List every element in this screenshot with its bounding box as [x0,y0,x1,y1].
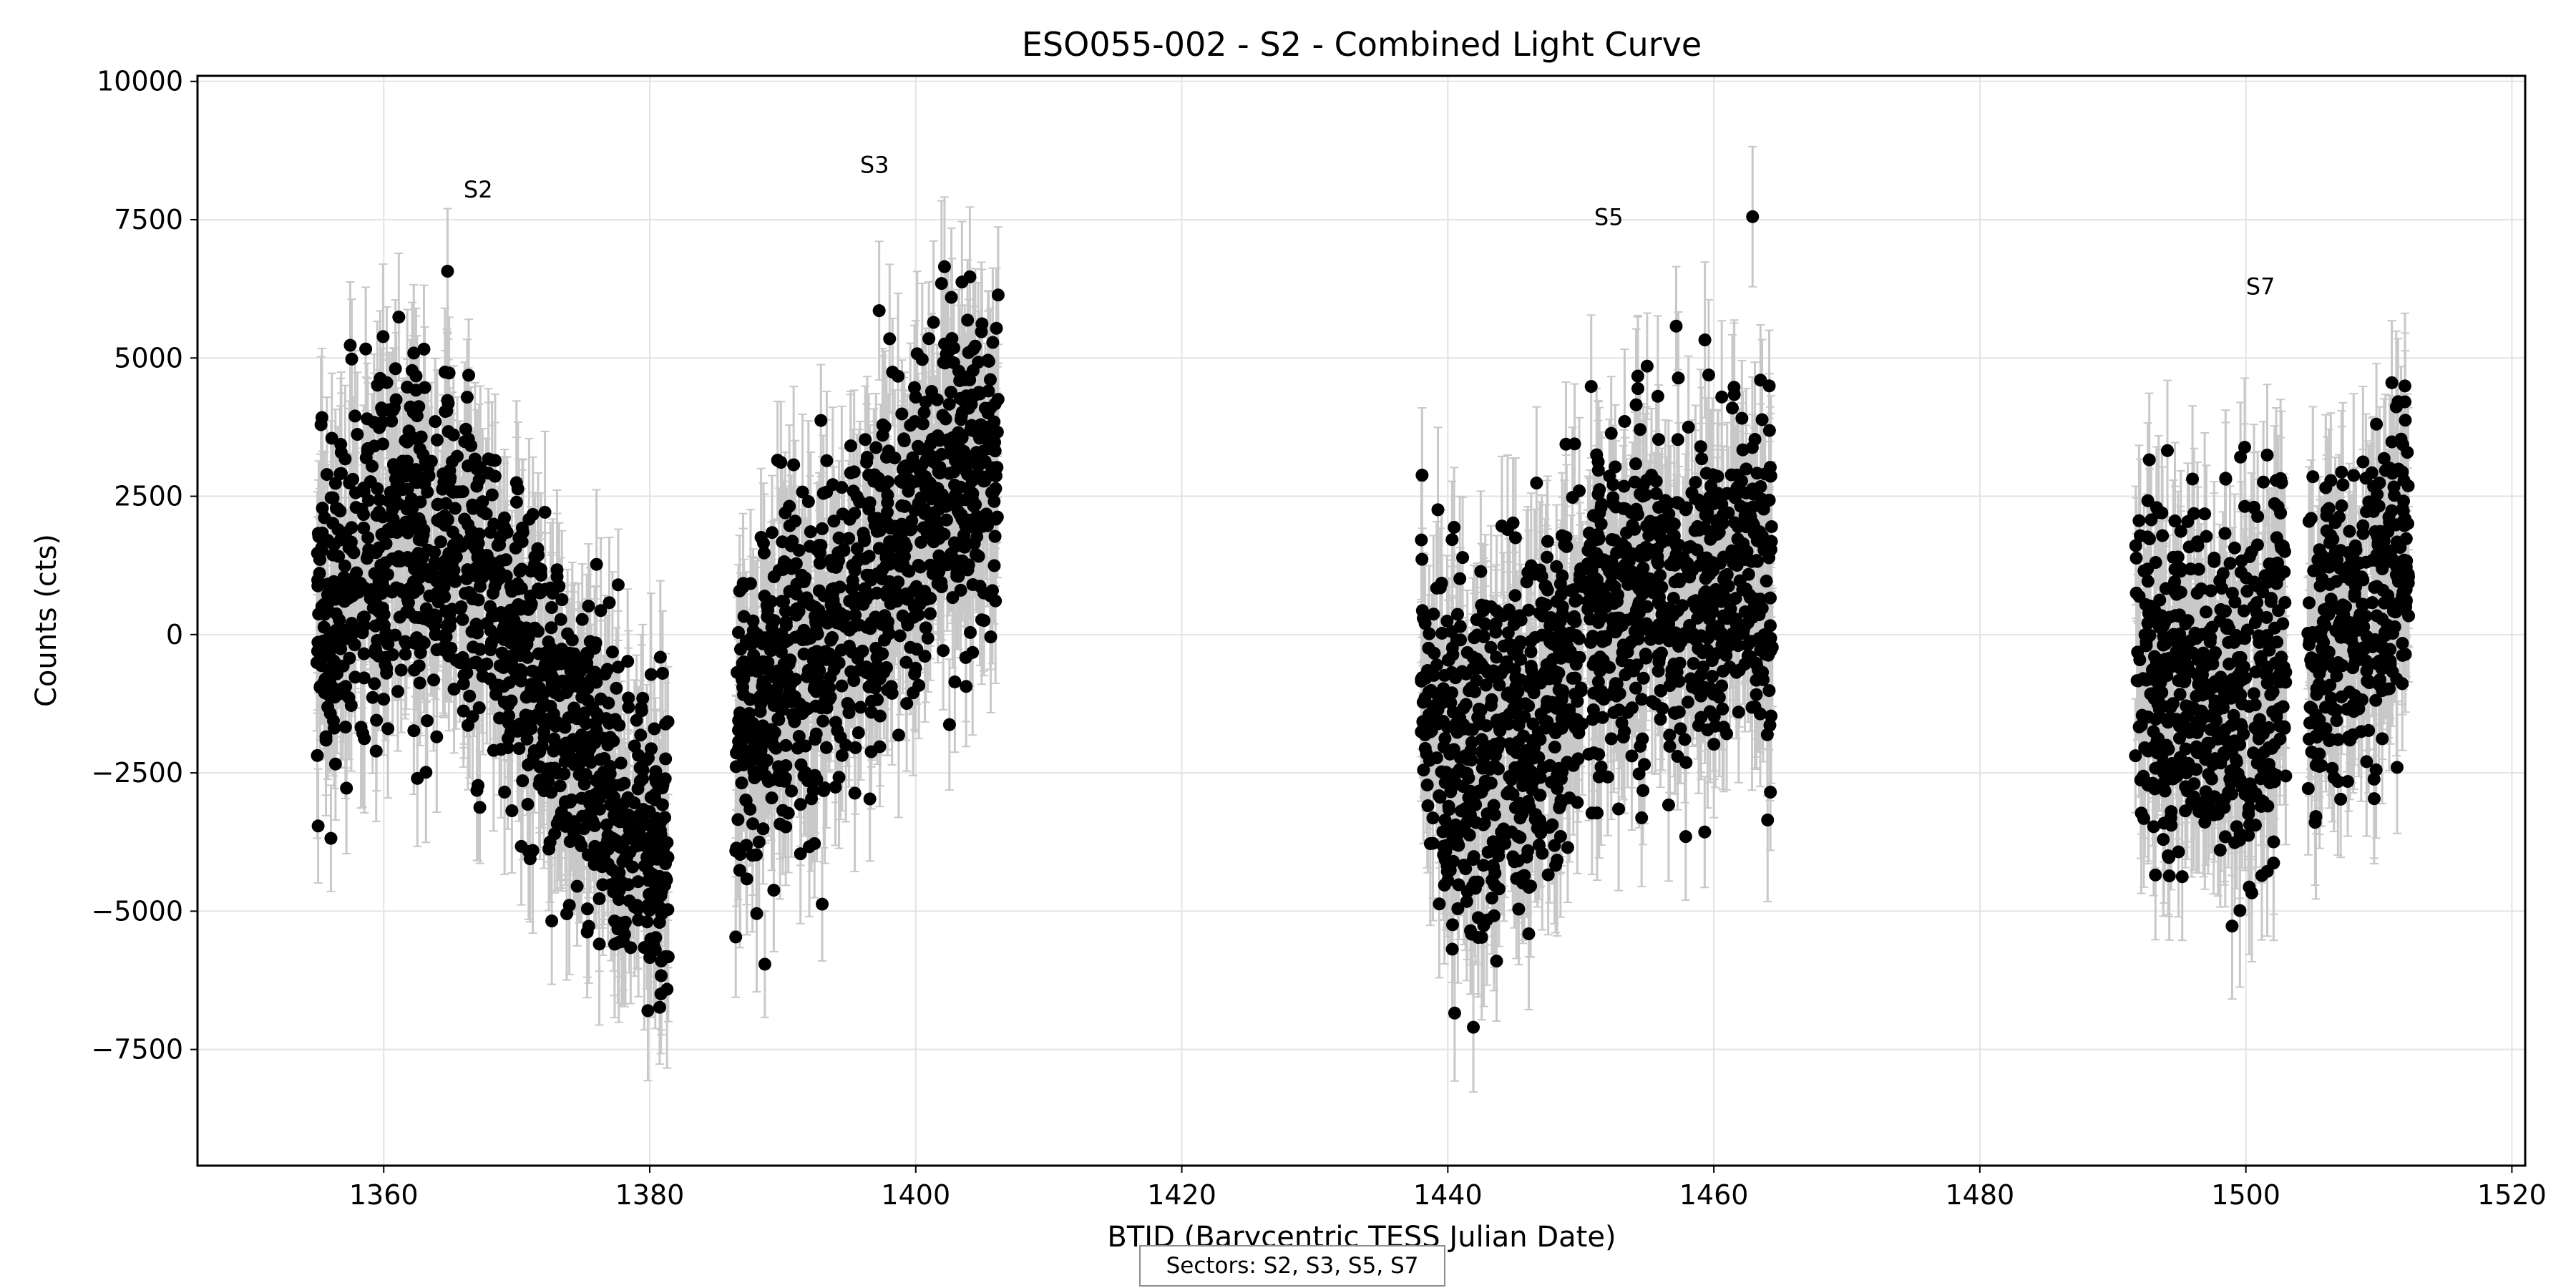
chart-title: ESO055-002 - S2 - Combined Light Curve [1022,25,1702,64]
